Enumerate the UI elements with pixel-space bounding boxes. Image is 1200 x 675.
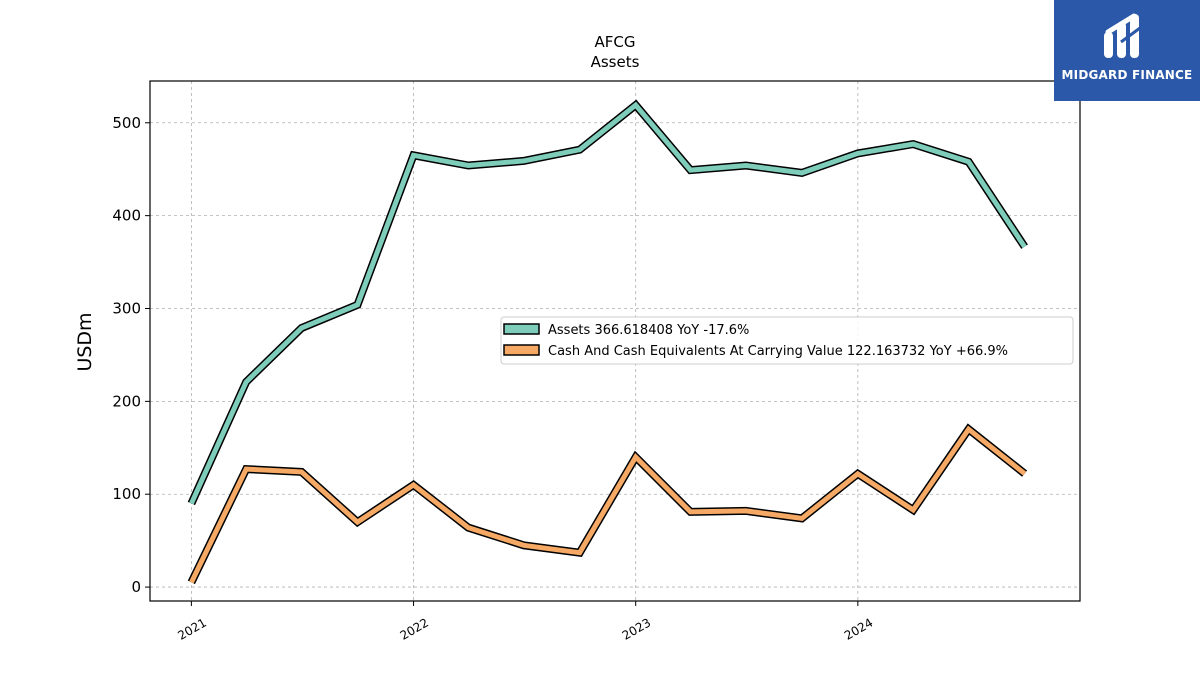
y-axis-ticks: 0 100 200 300 400 500 [112, 114, 150, 596]
brand-name: MIDGARD FINANCE [1061, 68, 1193, 82]
series-outline-0 [187, 99, 1028, 506]
y-tick-label: 400 [112, 207, 141, 225]
series-line-1 [189, 425, 1027, 584]
y-tick-label: 500 [112, 114, 141, 132]
x-axis-ticks: 2021 2022 2023 2024 [175, 601, 875, 643]
legend-swatch-1 [503, 344, 540, 356]
legend-box [500, 316, 1074, 365]
y-tick-label: 300 [112, 300, 141, 318]
legend: Assets 366.618408 YoY -17.6% Cash And Cas… [500, 316, 1074, 365]
x-tick-label: 2021 [175, 615, 208, 642]
y-axis-label: USDm [74, 312, 96, 371]
legend-swatch-0 [503, 323, 540, 335]
legend-label-1: Cash And Cash Equivalents At Carrying Va… [548, 344, 1008, 359]
chart-title: AFCG [595, 33, 636, 51]
brand-logo: MIDGARD FINANCE [1054, 0, 1200, 101]
legend-label-0: Assets 366.618408 YoY -17.6% [548, 323, 749, 338]
y-tick-label: 100 [112, 485, 141, 503]
y-tick-label: 0 [131, 578, 141, 596]
x-tick-label: 2022 [398, 615, 431, 642]
x-tick-label: 2023 [620, 615, 653, 642]
chart-subtitle: Assets [591, 53, 640, 71]
series-line-0 [189, 101, 1027, 505]
x-tick-label: 2024 [842, 615, 875, 642]
midgard-m-logo-icon [1104, 13, 1141, 58]
plot-frame [149, 80, 1081, 602]
series-layer [187, 99, 1028, 585]
y-tick-label: 200 [112, 392, 141, 410]
